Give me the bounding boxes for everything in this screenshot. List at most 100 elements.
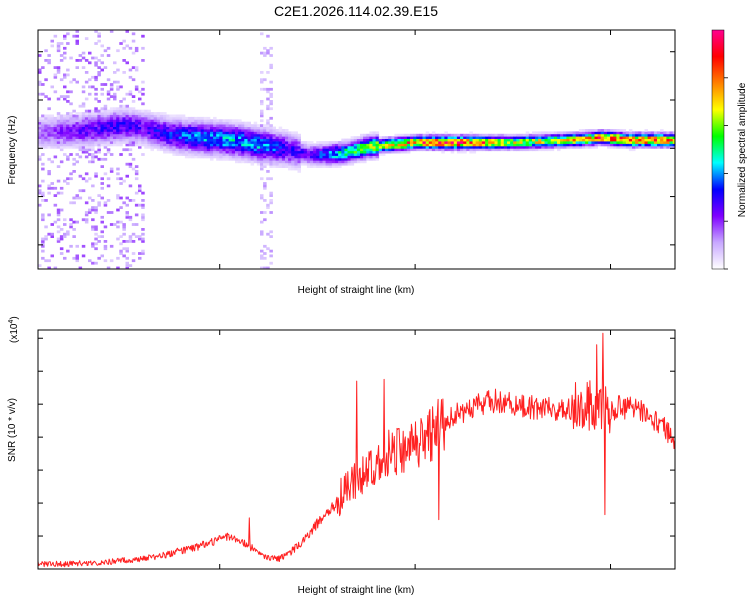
spectrogram-cell xyxy=(75,114,79,118)
spectrogram-cell xyxy=(613,136,617,139)
spectrogram-cell xyxy=(94,143,98,147)
spectrogram-cell xyxy=(425,148,430,152)
spectrogram-cell xyxy=(41,116,45,120)
spectrogram-cell xyxy=(406,136,411,139)
spectrogram-cell xyxy=(316,145,320,149)
spectrogram-cell xyxy=(250,133,255,137)
spectrogram-cell xyxy=(310,141,314,144)
spectrogram-cell xyxy=(363,136,367,139)
spectrogram-cell xyxy=(588,145,592,149)
spectrogram-cell xyxy=(378,136,383,139)
spectrogram-cell xyxy=(235,157,239,161)
spectrogram-cell xyxy=(159,114,164,118)
spectrogram-cell xyxy=(319,143,323,147)
spectrogram-cell xyxy=(128,46,133,50)
spectrogram-cell xyxy=(278,145,283,149)
spectrogram-cell xyxy=(63,143,67,147)
spectrogram-cell xyxy=(544,133,548,137)
spectrogram-cell xyxy=(428,138,433,142)
spectrogram-cell xyxy=(441,141,445,144)
spectrogram-cell xyxy=(294,138,298,142)
spectrogram-cell xyxy=(88,131,92,135)
spectrogram-cell xyxy=(150,116,154,120)
spectrogram-cell xyxy=(269,116,273,120)
spectrogram-cell xyxy=(428,143,433,147)
spectrogram-cell xyxy=(613,138,617,142)
spectrogram-cell xyxy=(150,131,154,135)
spectrogram-cell xyxy=(128,215,133,219)
spectrogram-cell xyxy=(44,141,48,144)
spectrogram-cell xyxy=(460,138,464,142)
spectrogram-cell xyxy=(66,136,70,139)
spectrogram-cell xyxy=(184,150,189,154)
spectrogram-cell xyxy=(134,136,139,139)
spectrogram-cell xyxy=(141,249,145,253)
spectrogram-cell xyxy=(350,155,355,159)
spectrogram-cell xyxy=(575,145,580,149)
spectrogram-cell xyxy=(56,237,61,241)
spectrogram-cell xyxy=(481,133,486,137)
spectrogram-cell xyxy=(128,75,133,79)
spectrogram-cell xyxy=(475,148,480,152)
spectrogram-cell xyxy=(416,141,420,144)
spectrogram-cell xyxy=(113,121,117,125)
spectrogram-cell xyxy=(353,160,358,164)
spectrogram-cell xyxy=(347,155,351,159)
spectrogram-cell xyxy=(369,133,373,137)
spectrogram-cell xyxy=(69,225,73,229)
spectrogram-cell xyxy=(100,126,104,130)
spectrogram-cell xyxy=(485,141,489,144)
spectrogram-cell xyxy=(550,133,555,137)
spectrogram-cell xyxy=(275,136,280,139)
snr-panel: Height of straight line (km) SNR (10 * v… xyxy=(7,316,676,596)
spectrogram-cell xyxy=(500,143,505,147)
spectrogram-cell xyxy=(63,95,67,98)
spectrogram-cell xyxy=(582,138,586,142)
spectrogram-cell xyxy=(269,124,273,127)
spectrogram-cell xyxy=(425,133,430,137)
spectrogram-cell xyxy=(38,155,42,159)
spectrogram-cell xyxy=(260,177,264,181)
spectrogram-cell xyxy=(216,133,220,137)
spectrogram-cell xyxy=(81,189,86,193)
spectrogram-cell xyxy=(353,150,358,154)
spectrogram-cell xyxy=(438,133,442,137)
spectrogram-cell xyxy=(100,119,104,123)
spectrogram-cell xyxy=(222,121,226,125)
spectrogram-cell xyxy=(134,46,139,50)
spectrogram-cell xyxy=(225,119,230,123)
spectrogram-cell xyxy=(566,145,570,149)
spectrogram-cell xyxy=(244,136,248,139)
spectrogram-cell xyxy=(532,145,536,149)
spectrogram-cell xyxy=(188,129,192,132)
spectrogram-cell xyxy=(263,126,267,130)
spectrogram-cell xyxy=(88,153,92,156)
spectrogram-cell xyxy=(294,133,298,137)
spectrogram-cell xyxy=(256,160,261,164)
spectrogram-cell xyxy=(263,54,267,57)
spectrogram-cell xyxy=(541,136,545,139)
spectrogram-cell xyxy=(666,136,670,139)
spectrogram-cell xyxy=(131,112,136,115)
spectrogram-cell xyxy=(235,124,239,127)
spectrogram-cell xyxy=(375,143,380,147)
spectrogram-cell xyxy=(366,136,370,139)
spectrogram-cell xyxy=(72,129,76,132)
spectrogram-cell xyxy=(125,143,129,147)
spectrogram-cell xyxy=(125,174,129,178)
spectrogram-cell xyxy=(81,148,86,152)
spectrogram-cell xyxy=(297,145,301,149)
spectrogram-cell xyxy=(38,119,42,123)
spectrogram-cell xyxy=(213,119,217,123)
spectrogram-cell xyxy=(84,109,89,113)
spectrogram-cell xyxy=(353,155,358,159)
spectrogram-cell xyxy=(175,131,180,135)
spectrogram-cell xyxy=(641,131,645,135)
spectrogram-cell xyxy=(463,136,467,139)
spectrogram-cell xyxy=(166,124,170,127)
spectrogram-cell xyxy=(47,129,51,132)
spectrogram-cell xyxy=(660,133,664,137)
spectrogram-cell xyxy=(519,148,523,152)
spectrogram-cell xyxy=(53,145,58,149)
spectrogram-cell xyxy=(444,136,448,139)
